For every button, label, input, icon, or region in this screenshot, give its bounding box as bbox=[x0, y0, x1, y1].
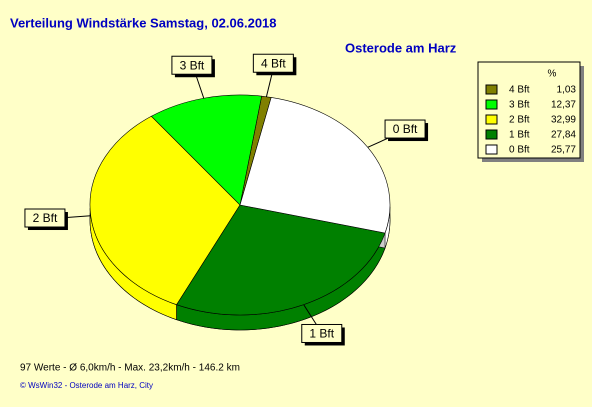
legend-value: 27,84 bbox=[551, 130, 576, 141]
callout-box bbox=[384, 119, 426, 139]
chart-subtitle: Osterode am Harz bbox=[345, 40, 457, 55]
legend-swatch bbox=[485, 144, 498, 155]
legend-header: % bbox=[548, 69, 557, 80]
legend-swatch bbox=[485, 114, 498, 125]
callout-box bbox=[24, 208, 66, 228]
legend-swatch bbox=[485, 99, 498, 110]
legend-swatch bbox=[485, 84, 498, 95]
legend-value: 12,37 bbox=[551, 100, 576, 111]
callout-label: 0 Bft bbox=[393, 122, 418, 136]
legend-label: 4 Bft bbox=[509, 85, 530, 96]
callout-box bbox=[301, 323, 343, 343]
legend-label: 3 Bft bbox=[509, 100, 530, 111]
legend-value: 25,77 bbox=[551, 145, 576, 156]
slice bbox=[239, 97, 391, 234]
callout-label: 2 Bft bbox=[33, 211, 58, 225]
callout-box bbox=[171, 55, 213, 75]
legend-label: 1 Bft bbox=[509, 130, 530, 141]
legend-swatch bbox=[485, 129, 498, 140]
legend-label: 2 Bft bbox=[509, 115, 530, 126]
legend-value: 1,03 bbox=[557, 85, 577, 96]
slice bbox=[89, 115, 241, 306]
slice bbox=[150, 94, 262, 206]
footer: 97 Werte - Ø 6,0km/h - Max. 23,2km/h - 1… bbox=[20, 363, 240, 374]
legend-value: 32,99 bbox=[551, 115, 576, 126]
legend-label: 0 Bft bbox=[509, 145, 530, 156]
callout-label: 3 Bft bbox=[180, 58, 205, 72]
callout-box bbox=[252, 53, 294, 73]
slice bbox=[176, 204, 386, 316]
legend bbox=[477, 61, 581, 159]
callout-label: 1 Bft bbox=[309, 327, 334, 341]
callout-label: 4 Bft bbox=[261, 56, 286, 70]
credit: © WsWin32 - Osterode am Harz, City bbox=[20, 381, 153, 390]
chart-title: Verteilung Windstärke Samstag, 02.06.201… bbox=[10, 15, 277, 30]
